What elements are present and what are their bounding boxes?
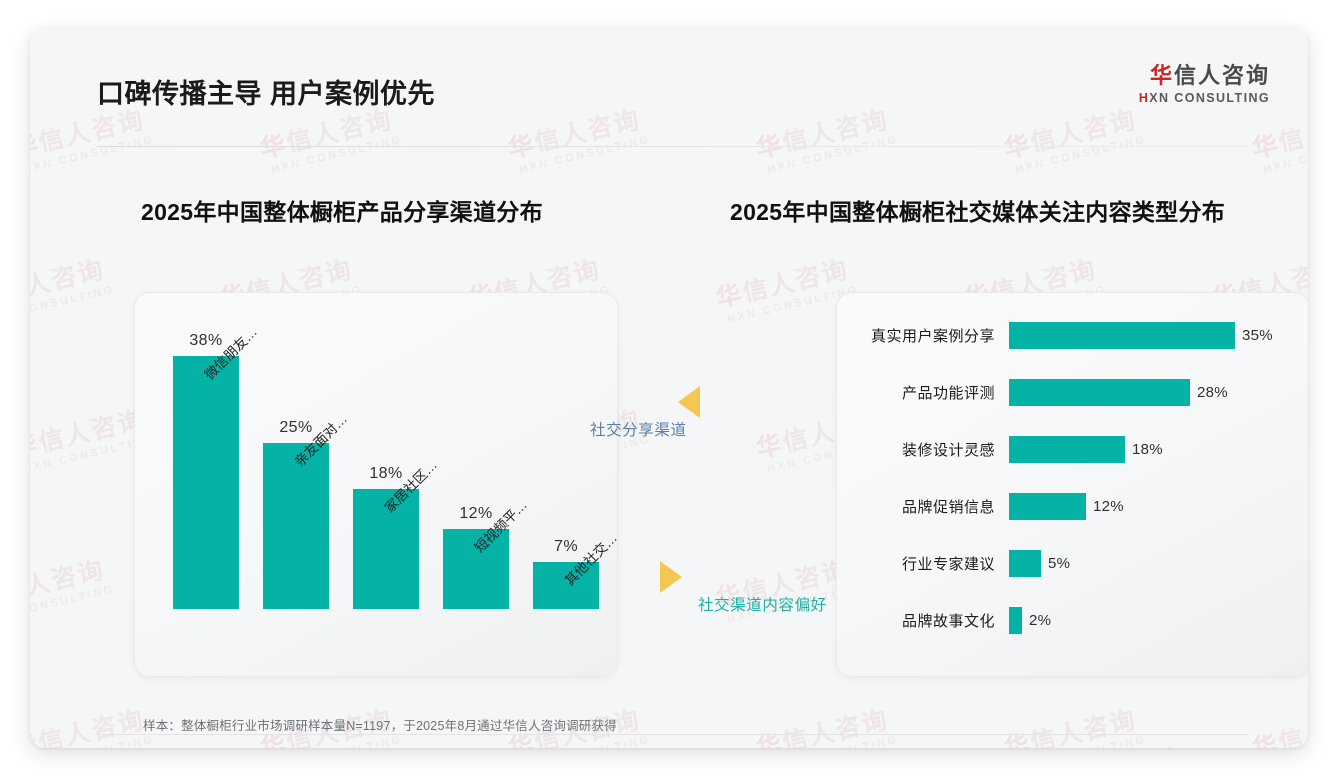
brand-logo-en-rest: XN CONSULTING <box>1149 91 1270 106</box>
column-group: 18% 家居社区… <box>353 457 440 609</box>
brand-logo-en: HXN CONSULTING <box>1139 91 1270 105</box>
bar-category-label: 真实用户案例分享 <box>870 327 995 345</box>
column-chart: 38% 微信朋友… 25% 亲友面对… 18% 家居社区… 12% 短视频平… 7% 其他社交… <box>135 293 620 676</box>
footnote: 样本：整体橱柜行业市场调研样本量N=1197，于2025年8月通过华信人咨询调研… <box>143 719 617 733</box>
bar-value-label: 18% <box>1132 440 1163 458</box>
right-chart-title: 2025年中国整体橱柜社交媒体关注内容类型分布 <box>730 199 1226 225</box>
slide-card: 华信人咨询 HXN CONSULTING 华信人咨询 HXN CONSULTING 华信… <box>30 28 1308 748</box>
footer-copyright: ©2025.10 HXR华信人咨询 <box>105 746 252 748</box>
bar-rect[interactable] <box>1009 435 1125 463</box>
page-title: 口碑传播主导 用户案例优先 <box>97 79 436 109</box>
bar-category-label: 品牌促销信息 <box>901 498 995 516</box>
bar-value-label: 28% <box>1197 383 1228 401</box>
bar-rect[interactable] <box>1009 492 1086 520</box>
bar-category-label: 产品功能评测 <box>901 384 995 402</box>
bar-rect[interactable] <box>1009 549 1041 577</box>
left-chart-card: 38% 微信朋友… 25% 亲友面对… 18% 家居社区… 12% 短视频平… 7% 其他社交… <box>134 292 620 677</box>
bar-row: 行业专家建议 5% <box>837 548 1308 578</box>
horizontal-bar-chart: 真实用户案例分享 35% 产品功能评测 28% 装修设计灵感 18% 品牌促销信息 12% 行业… <box>837 293 1308 676</box>
column-value-label: 38% <box>189 332 223 349</box>
annotation-bottom-label: 社交渠道内容偏好 <box>698 597 827 614</box>
column-bar[interactable] <box>263 443 329 609</box>
left-chart-title: 2025年中国整体橱柜产品分享渠道分布 <box>141 199 543 225</box>
column-group: 12% 短视频平… <box>443 497 530 609</box>
brand-logo-cn-rest: 信人咨询 <box>1173 63 1270 88</box>
column-value-label: 18% <box>369 465 403 482</box>
brand-logo-cn-red: 华 <box>1149 63 1174 88</box>
bar-value-label: 35% <box>1242 326 1273 344</box>
triangle-left-icon <box>678 386 700 418</box>
column-group: 38% 微信朋友… <box>173 324 260 609</box>
brand-logo-en-red: H <box>1138 91 1150 106</box>
footer-website: www.hxrcon.com <box>1139 746 1233 748</box>
bar-value-label: 5% <box>1048 554 1071 572</box>
column-value-label: 25% <box>279 419 313 436</box>
column-bar[interactable] <box>533 562 599 609</box>
bar-category-label: 装修设计灵感 <box>901 441 995 459</box>
bar-category-label: 行业专家建议 <box>901 555 995 573</box>
bar-row: 品牌促销信息 12% <box>837 491 1308 521</box>
brand-logo-cn: 华信人咨询 <box>1139 63 1270 88</box>
column-value-label: 12% <box>459 505 493 522</box>
bar-row: 产品功能评测 28% <box>837 377 1308 407</box>
footer-divider <box>97 734 1249 735</box>
bar-rect[interactable] <box>1009 321 1235 349</box>
annotation-top-label: 社交分享渠道 <box>590 422 687 439</box>
slide-header: 口碑传播主导 用户案例优先 华信人咨询 HXN CONSULTING <box>30 28 1308 120</box>
column-group: 25% 亲友面对… <box>263 411 350 609</box>
bar-rect[interactable] <box>1009 378 1190 406</box>
bar-value-label: 2% <box>1029 611 1052 629</box>
column-group: 7% 其他社交… <box>533 530 620 609</box>
column-bar[interactable] <box>443 529 509 609</box>
bar-row: 装修设计灵感 18% <box>837 434 1308 464</box>
column-value-label: 7% <box>554 538 578 555</box>
bar-rect[interactable] <box>1009 606 1022 634</box>
bar-value-label: 12% <box>1093 497 1124 515</box>
right-chart-card: 真实用户案例分享 35% 产品功能评测 28% 装修设计灵感 18% 品牌促销信息 12% 行业… <box>836 292 1308 677</box>
column-bar[interactable] <box>173 356 239 609</box>
brand-logo: 华信人咨询 HXN CONSULTING <box>1139 63 1270 105</box>
bar-row: 真实用户案例分享 35% <box>837 320 1308 350</box>
bar-category-label: 品牌故事文化 <box>901 612 995 630</box>
bar-row: 品牌故事文化 2% <box>837 605 1308 635</box>
column-bar[interactable] <box>353 489 419 609</box>
title-divider <box>97 146 1249 147</box>
triangle-right-icon <box>660 561 682 593</box>
